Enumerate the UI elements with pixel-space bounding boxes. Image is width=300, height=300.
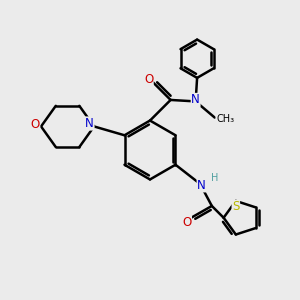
Text: O: O (182, 216, 191, 229)
Text: S: S (232, 200, 239, 213)
Text: O: O (144, 73, 153, 86)
Text: N: N (197, 179, 206, 192)
Text: H: H (211, 173, 218, 183)
Text: CH₃: CH₃ (216, 114, 234, 124)
Text: O: O (31, 118, 40, 131)
Text: N: N (85, 117, 94, 130)
Text: N: N (191, 93, 200, 106)
